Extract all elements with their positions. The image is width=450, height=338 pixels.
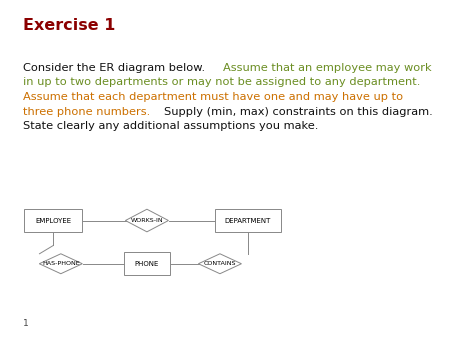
Polygon shape: [198, 254, 242, 274]
Text: HAS-PHONE: HAS-PHONE: [42, 261, 80, 266]
Polygon shape: [39, 254, 82, 274]
Text: Exercise 1: Exercise 1: [23, 18, 116, 33]
Text: State clearly any additional assumptions you make.: State clearly any additional assumptions…: [23, 121, 319, 131]
FancyBboxPatch shape: [24, 209, 82, 232]
Text: Supply (min, max) constraints on this diagram.: Supply (min, max) constraints on this di…: [164, 107, 432, 117]
FancyBboxPatch shape: [123, 252, 170, 275]
Text: DEPARTMENT: DEPARTMENT: [225, 218, 271, 223]
Text: three phone numbers.: three phone numbers.: [23, 107, 154, 117]
Text: CONTAINS: CONTAINS: [204, 261, 236, 266]
Text: WORKS-IN: WORKS-IN: [130, 218, 163, 223]
Text: Assume that an employee may work: Assume that an employee may work: [223, 63, 432, 73]
Text: Consider the ER diagram below.: Consider the ER diagram below.: [23, 63, 209, 73]
Text: EMPLOYEE: EMPLOYEE: [35, 218, 72, 223]
Text: in up to two departments or may not be assigned to any department.: in up to two departments or may not be a…: [23, 77, 421, 87]
FancyBboxPatch shape: [215, 209, 281, 232]
Text: 1: 1: [23, 319, 29, 328]
Text: Assume that each department must have one and may have up to: Assume that each department must have on…: [23, 92, 404, 102]
Polygon shape: [126, 209, 168, 232]
Text: PHONE: PHONE: [135, 261, 159, 267]
